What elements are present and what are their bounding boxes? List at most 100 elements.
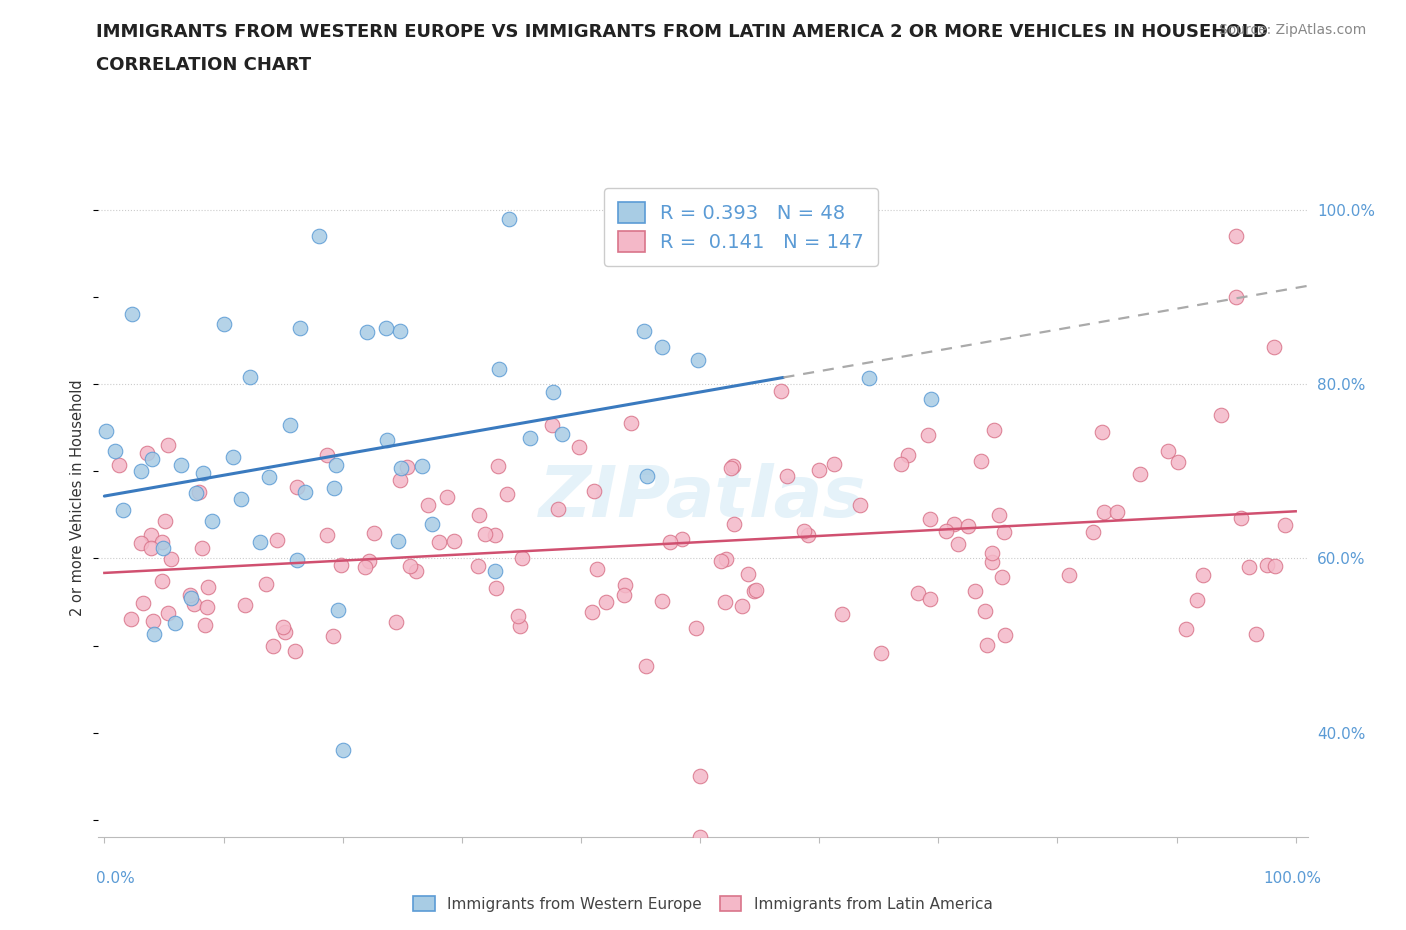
Point xyxy=(848,498,870,512)
Point xyxy=(685,620,707,635)
Point xyxy=(229,492,252,507)
Point xyxy=(991,569,1014,584)
Point xyxy=(139,528,162,543)
Point xyxy=(285,552,308,567)
Point xyxy=(96,423,118,438)
Point xyxy=(129,463,152,478)
Point xyxy=(139,540,162,555)
Point xyxy=(468,508,491,523)
Point xyxy=(1185,592,1208,607)
Point xyxy=(179,588,201,603)
Point xyxy=(509,618,531,633)
Point xyxy=(1091,424,1114,439)
Point xyxy=(120,611,142,626)
Point xyxy=(807,462,830,477)
Point xyxy=(375,321,398,336)
Point xyxy=(141,452,163,467)
Text: 0.0%: 0.0% xyxy=(96,871,135,886)
Point xyxy=(963,583,986,598)
Point xyxy=(721,458,744,473)
Point xyxy=(1105,505,1128,520)
Point xyxy=(907,585,929,600)
Point xyxy=(486,458,509,473)
Point xyxy=(745,583,768,598)
Point xyxy=(485,580,508,595)
Point xyxy=(273,625,295,640)
Point xyxy=(935,523,957,538)
Point xyxy=(330,558,353,573)
Point xyxy=(583,484,606,498)
Point xyxy=(568,439,591,454)
Point xyxy=(262,639,284,654)
Point xyxy=(197,579,219,594)
Point xyxy=(541,418,564,432)
Point xyxy=(315,527,337,542)
Point xyxy=(325,458,347,472)
Point xyxy=(710,553,733,568)
Point xyxy=(980,554,1002,569)
Y-axis label: 2 or more Vehicles in Household: 2 or more Vehicles in Household xyxy=(70,379,86,616)
Point xyxy=(186,485,208,500)
Point xyxy=(152,541,174,556)
Point xyxy=(271,619,294,634)
Point xyxy=(142,613,165,628)
Point xyxy=(396,459,419,474)
Point xyxy=(389,472,412,487)
Point xyxy=(188,485,211,499)
Point xyxy=(1225,229,1247,244)
Point xyxy=(280,418,302,432)
Point xyxy=(150,534,173,549)
Point xyxy=(634,658,657,673)
Point xyxy=(920,512,942,526)
Point xyxy=(1083,525,1105,539)
Point xyxy=(946,537,969,551)
Legend: Immigrants from Western Europe, Immigrants from Latin America: Immigrants from Western Europe, Immigran… xyxy=(408,889,998,918)
Point xyxy=(387,533,409,548)
Point xyxy=(870,645,893,660)
Point xyxy=(222,449,245,464)
Point xyxy=(1256,557,1278,572)
Point xyxy=(357,553,380,568)
Point xyxy=(1157,444,1180,458)
Point xyxy=(375,432,398,447)
Point xyxy=(770,384,793,399)
Point xyxy=(467,559,489,574)
Point xyxy=(266,533,288,548)
Text: ZIPatlas: ZIPatlas xyxy=(540,463,866,532)
Point xyxy=(194,618,217,633)
Point xyxy=(259,470,281,485)
Point xyxy=(943,516,966,531)
Point xyxy=(195,600,218,615)
Point xyxy=(519,431,541,445)
Point xyxy=(1129,467,1152,482)
Point xyxy=(595,595,617,610)
Point xyxy=(288,320,311,335)
Point xyxy=(1263,339,1285,354)
Point xyxy=(1230,511,1253,525)
Point xyxy=(121,306,143,321)
Point xyxy=(983,422,1005,437)
Point xyxy=(897,448,920,463)
Point xyxy=(776,469,799,484)
Point xyxy=(157,438,180,453)
Point xyxy=(294,485,316,500)
Point xyxy=(671,532,693,547)
Point xyxy=(1167,454,1189,469)
Point xyxy=(793,524,815,538)
Point xyxy=(689,768,711,783)
Point xyxy=(214,317,236,332)
Point xyxy=(156,605,179,620)
Point xyxy=(890,456,912,471)
Point xyxy=(142,627,165,642)
Point xyxy=(150,573,173,588)
Point xyxy=(976,638,998,653)
Point xyxy=(970,454,993,469)
Point xyxy=(427,535,450,550)
Point xyxy=(1175,622,1198,637)
Point xyxy=(436,490,458,505)
Point xyxy=(411,458,433,473)
Point xyxy=(613,588,636,603)
Point xyxy=(474,527,496,542)
Point xyxy=(326,602,349,617)
Point xyxy=(488,362,510,377)
